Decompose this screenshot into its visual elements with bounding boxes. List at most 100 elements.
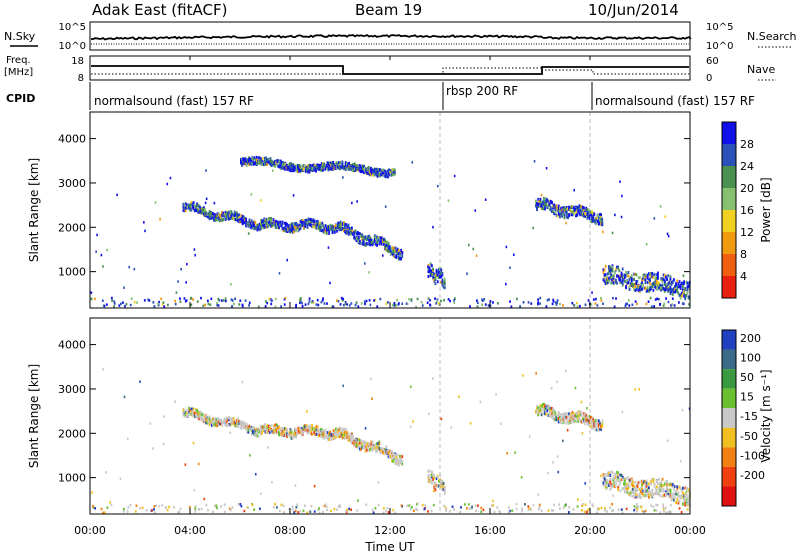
power-cell <box>374 169 377 173</box>
power-ground-cell <box>340 296 343 300</box>
power-sparse-cell <box>224 297 227 300</box>
velocity-colorbar-tick: 50 <box>740 371 754 384</box>
power-ground-cell <box>113 305 116 308</box>
velocity-cell <box>224 419 227 423</box>
velocity-cell <box>633 491 635 495</box>
power-cell <box>356 237 359 241</box>
velocity-ground-cell <box>228 507 231 511</box>
power-cell <box>592 214 595 218</box>
cpid-segment-1: normalsound (fast) 157 RF <box>94 94 254 108</box>
power-cell <box>197 209 200 213</box>
power-cell <box>637 276 640 280</box>
power-cell <box>386 249 389 253</box>
velocity-colorbar-tick: -100 <box>740 449 765 462</box>
power-cell <box>266 159 269 163</box>
power-cell <box>679 283 682 287</box>
power-cell <box>539 200 542 204</box>
velocity-cell <box>191 413 194 417</box>
power-cell <box>553 203 556 207</box>
power-cell <box>572 212 575 216</box>
velocity-cell <box>638 492 641 496</box>
power-cell <box>285 163 288 167</box>
velocity-ground-cell <box>313 510 316 513</box>
power-cell <box>602 268 605 272</box>
power-cell <box>358 168 361 172</box>
power-cell <box>660 286 663 290</box>
velocity-cell <box>359 447 361 451</box>
nsky-trace <box>90 33 692 41</box>
power-ground-cell <box>624 304 627 308</box>
velocity-cell <box>682 491 684 495</box>
velocity-cell <box>348 435 351 439</box>
velocity-cell <box>636 488 639 492</box>
power-cell <box>636 285 639 289</box>
power-cell <box>392 168 395 172</box>
velocity-cell <box>238 419 241 423</box>
power-cell <box>315 165 318 169</box>
velocity-cell <box>616 475 618 479</box>
power-cell <box>551 209 553 213</box>
velocity-cell <box>659 489 662 493</box>
power-cell <box>356 168 359 172</box>
power-colorbar-swatch <box>722 188 736 210</box>
velocity-cell <box>571 413 574 417</box>
power-sparse-cell <box>169 176 172 180</box>
velocity-cell <box>257 434 260 438</box>
power-cell <box>397 257 400 261</box>
velocity-cell <box>622 482 625 486</box>
power-sparse-cell <box>144 229 146 233</box>
power-cell <box>200 211 203 215</box>
power-cell <box>615 278 617 282</box>
velocity-cell <box>659 486 662 490</box>
velocity-cell <box>277 426 279 430</box>
velocity-sparse-cell <box>427 412 430 416</box>
power-cell <box>317 167 320 171</box>
velocity-cell <box>634 480 637 484</box>
power-cell <box>434 276 437 280</box>
power-cell <box>359 232 361 236</box>
velocity-cell <box>619 480 622 484</box>
power-cell <box>626 279 629 283</box>
power-cell <box>376 168 379 172</box>
power-cell <box>308 218 311 222</box>
velocity-cell <box>612 478 615 482</box>
power-sparse-cell <box>329 281 331 285</box>
power-cell <box>379 239 382 243</box>
power-cell <box>320 229 323 233</box>
velocity-cell <box>685 502 688 506</box>
power-cell <box>238 213 241 217</box>
power-ground-cell <box>449 299 452 303</box>
velocity-cell <box>604 485 607 489</box>
velocity-cell <box>583 418 585 422</box>
velocity-cell <box>317 434 320 438</box>
power-cell <box>319 166 322 170</box>
velocity-ground-cell <box>656 503 659 507</box>
power-cell <box>628 287 631 291</box>
power-cell <box>315 223 318 227</box>
velocity-ground-cell <box>280 503 283 507</box>
velocity-cell <box>361 442 364 446</box>
power-cell <box>596 214 599 218</box>
velocity-cell <box>618 479 621 483</box>
velocity-cell <box>183 409 186 413</box>
velocity-cell <box>313 426 316 430</box>
power-cell <box>616 281 618 285</box>
velocity-cell <box>332 432 335 436</box>
power-cell <box>303 225 305 229</box>
power-cell <box>251 156 254 160</box>
power-ground-cell <box>537 302 539 306</box>
velocity-cell <box>341 428 344 432</box>
velocity-cell <box>585 414 588 418</box>
velocity-ground-cell <box>310 504 313 508</box>
power-cell <box>589 219 592 223</box>
velocity-cell <box>551 406 553 410</box>
power-ground-cell <box>301 301 303 305</box>
velocity-cell <box>324 428 327 432</box>
power-cell <box>363 237 366 241</box>
velocity-cell <box>632 480 634 484</box>
velocity-cell <box>362 440 365 444</box>
velocity-cell <box>428 480 431 484</box>
power-sparse-cell <box>356 200 358 203</box>
velocity-cell <box>351 436 353 440</box>
